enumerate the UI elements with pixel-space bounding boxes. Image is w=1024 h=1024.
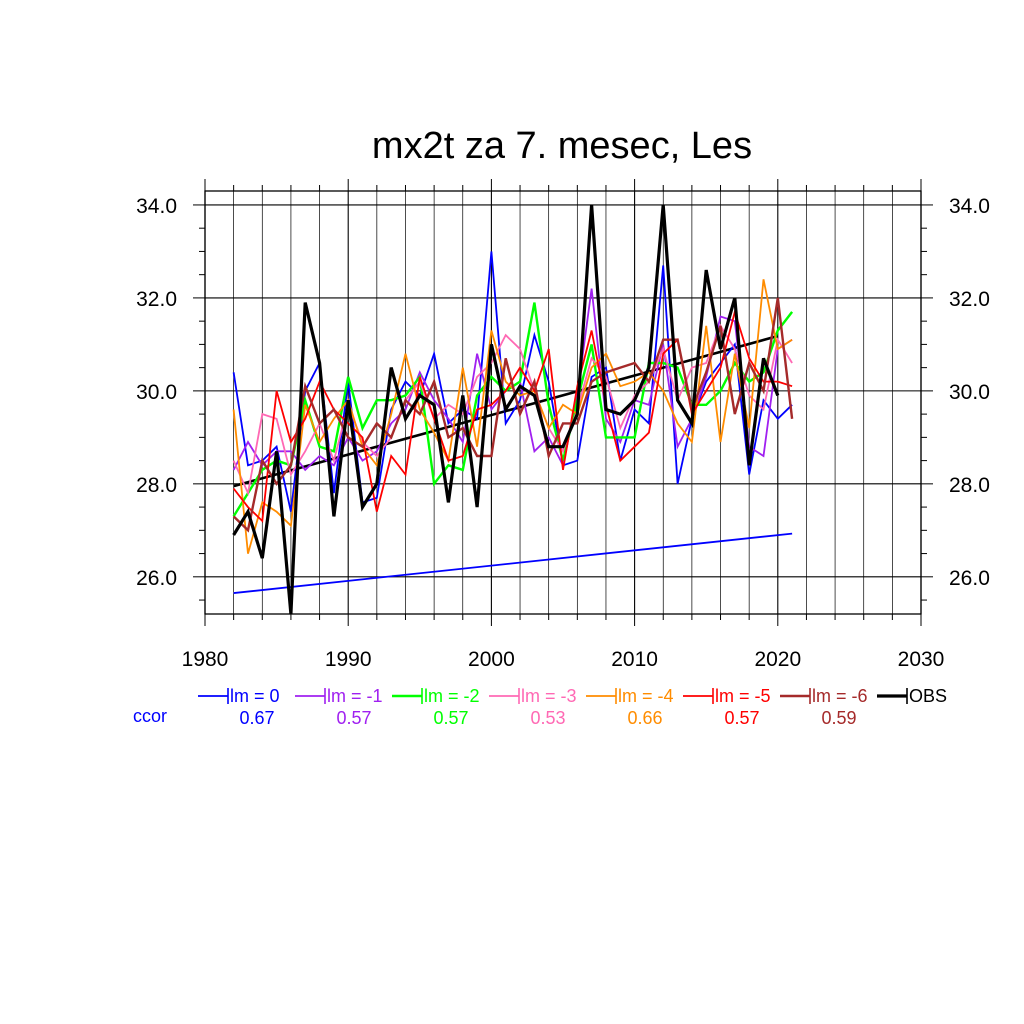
y-tick-label-left: 30.0 bbox=[136, 381, 177, 404]
trend-line bbox=[233, 532, 793, 594]
legend-label: lm = 0 bbox=[230, 686, 280, 706]
legend-label: lm = -2 bbox=[424, 686, 480, 706]
x-tick-label: 2030 bbox=[898, 648, 945, 671]
y-tick-label-right: 32.0 bbox=[949, 288, 990, 311]
series-lines bbox=[232, 204, 794, 615]
legend-ccor-value: 0.67 bbox=[239, 708, 274, 728]
plot-border bbox=[204, 190, 922, 615]
x-tick-label: 2020 bbox=[754, 648, 801, 671]
legend-ccor-value: 0.66 bbox=[627, 708, 662, 728]
legend-label: lm = -1 bbox=[327, 686, 383, 706]
y-tick-label-right: 34.0 bbox=[949, 195, 990, 218]
ccor-label: ccor bbox=[133, 706, 167, 726]
x-tick-label: 2010 bbox=[611, 648, 658, 671]
y-tick-label-left: 26.0 bbox=[136, 567, 177, 590]
legend-ccor-value: 0.53 bbox=[530, 708, 565, 728]
plot-frame bbox=[204, 190, 922, 615]
tick-labels: 1980 1990 2000 2010 2020 2030 26.0 26.0 28.0 28.0… bbox=[136, 195, 990, 671]
legend-ccor-value: 0.57 bbox=[336, 708, 371, 728]
legend-ccor-value: 0.59 bbox=[821, 708, 856, 728]
x-tick-label: 2000 bbox=[468, 648, 515, 671]
y-tick-label-right: 30.0 bbox=[949, 381, 990, 404]
x-tick-label: 1980 bbox=[182, 648, 229, 671]
y-tick-label-left: 28.0 bbox=[136, 474, 177, 497]
legend-ccor-value: 0.57 bbox=[724, 708, 759, 728]
x-tick-label: 1990 bbox=[325, 648, 372, 671]
series-line bbox=[232, 308, 793, 523]
series-line bbox=[232, 297, 794, 533]
legend-label: lm = -4 bbox=[618, 686, 674, 706]
trend-lines bbox=[233, 334, 793, 594]
y-tick-label-left: 32.0 bbox=[136, 288, 177, 311]
legend-label: lm = -6 bbox=[812, 686, 868, 706]
chart-title: mx2t za 7. mesec, Les bbox=[372, 125, 752, 167]
axis-ticks bbox=[193, 179, 933, 626]
series-line bbox=[232, 204, 780, 615]
y-tick-label-right: 28.0 bbox=[949, 474, 990, 497]
legend-label: lm = -5 bbox=[715, 686, 771, 706]
legend-label: lm = -3 bbox=[521, 686, 577, 706]
legend-ccor-value: 0.57 bbox=[433, 708, 468, 728]
legend-label: OBS bbox=[909, 686, 947, 706]
y-tick-label-right: 26.0 bbox=[949, 567, 990, 590]
y-tick-label-left: 34.0 bbox=[136, 195, 177, 218]
